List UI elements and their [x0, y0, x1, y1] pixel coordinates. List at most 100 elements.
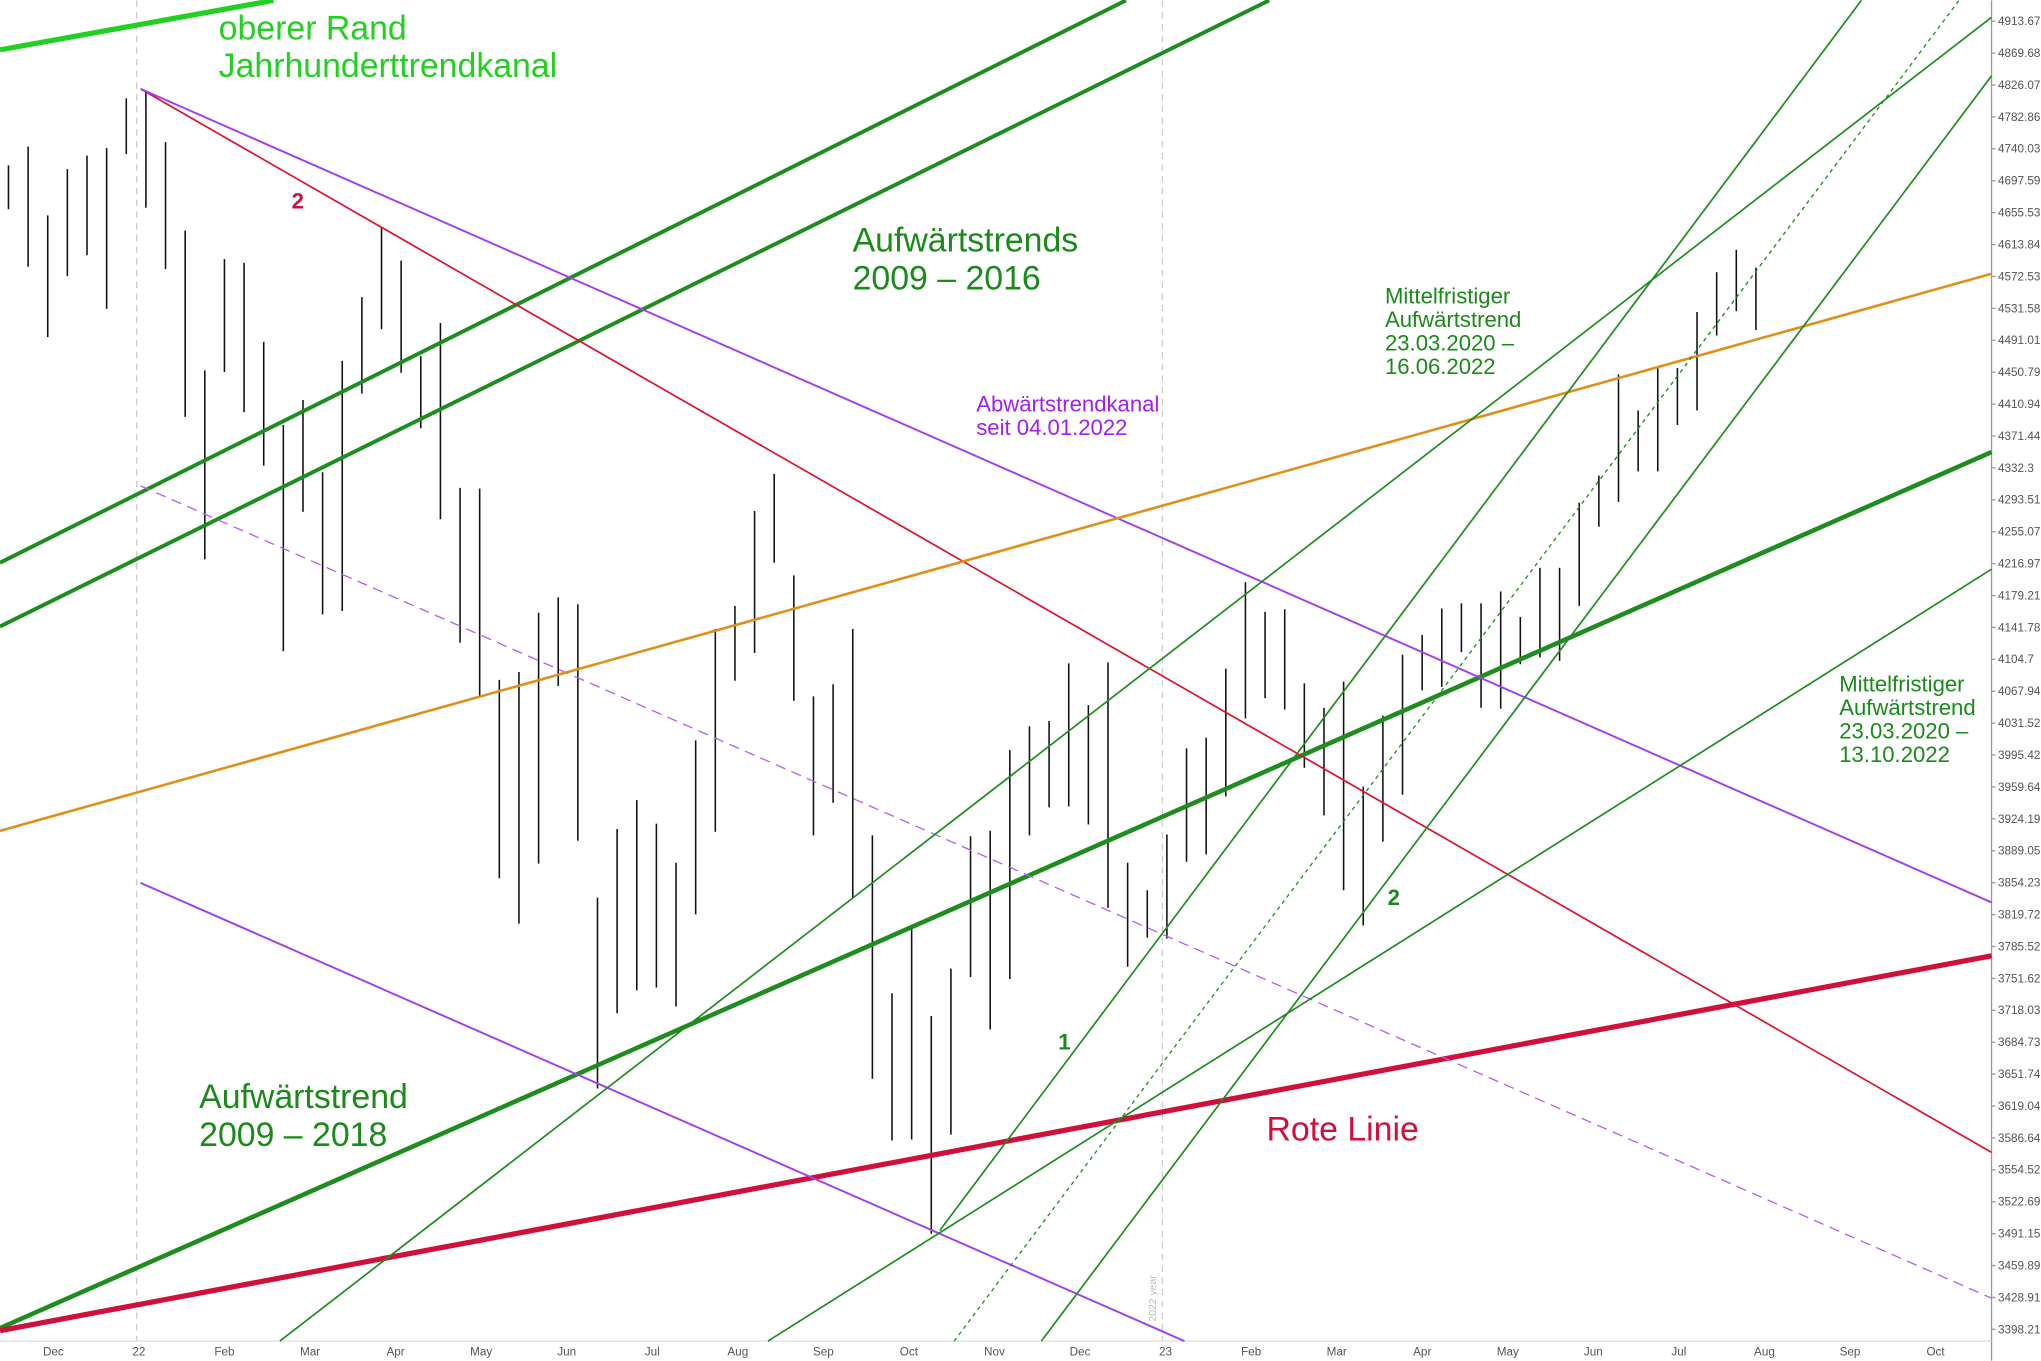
y-tick-label: 3586.64 [1998, 1132, 2041, 1145]
x-tick-label: Apr [386, 1345, 404, 1358]
y-tick-label: 4655.53 [1998, 207, 2040, 220]
y-tick-label: 3554.52 [1998, 1164, 2040, 1177]
y-tick-label: 4332.3 [1998, 462, 2034, 475]
x-tick-label: Sep [813, 1345, 834, 1358]
annotation: Aufwärtstrend [1839, 695, 1975, 720]
annotation: oberer Rand [219, 9, 407, 47]
trend-lines [0, 0, 1993, 1342]
x-tick-label: 23 [1159, 1345, 1172, 1358]
annotation: 2022 year [1148, 1275, 1159, 1322]
y-tick-label: 4913.67 [1998, 15, 2040, 28]
y-tick-label: 3522.69 [1998, 1196, 2040, 1209]
price-bars [7, 90, 1757, 1234]
y-tick-label: 4179.21 [1998, 589, 2040, 602]
trend-line [953, 0, 1960, 1342]
y-tick-label: 4216.97 [1998, 558, 2040, 571]
y-tick-label: 4031.52 [1998, 717, 2040, 730]
y-tick-label: 4141.78 [1998, 621, 2040, 634]
x-tick-label: Oct [1926, 1345, 1945, 1358]
annotation: 2 [1388, 885, 1400, 910]
y-tick-label: 3889.05 [1998, 845, 2041, 858]
annotation: Jahrhunderttrendkanal [219, 47, 558, 85]
y-tick-label: 4740.03 [1998, 143, 2040, 156]
x-tick-label: Nov [984, 1345, 1005, 1358]
annotation: 13.10.2022 [1839, 742, 1950, 767]
axes: 4913.67 4869.68 4826.07 4782.86 4740.03 4697.… [43, 15, 2041, 1358]
x-tick-label: Mar [300, 1345, 320, 1358]
trend-line [0, 953, 1993, 1334]
trend-line [0, 449, 1993, 1331]
x-tick-label: Sep [1840, 1345, 1861, 1358]
y-tick-label: 4410.94 [1998, 398, 2041, 411]
x-tick-label: May [1497, 1345, 1519, 1358]
x-tick-label: Dec [1070, 1345, 1091, 1358]
trend-line [140, 485, 1992, 1299]
y-tick-label: 3491.15 [1998, 1228, 2041, 1241]
x-tick-label: Dec [43, 1345, 64, 1358]
trend-line [140, 88, 1992, 1154]
y-tick-label: 4491.01 [1998, 334, 2040, 347]
y-tick-label: 4572.53 [1998, 270, 2040, 283]
y-tick-label: 3924.19 [1998, 813, 2040, 826]
x-tick-label: Feb [214, 1345, 235, 1358]
x-tick-label: Aug [1754, 1345, 1775, 1358]
x-tick-label: May [470, 1345, 492, 1358]
y-tick-label: 4697.59 [1998, 175, 2040, 188]
x-tick-label: Jun [1584, 1345, 1603, 1358]
y-tick-label: 3459.89 [1998, 1259, 2040, 1272]
y-tick-label: 4450.79 [1998, 366, 2040, 379]
trend-line [279, 16, 1993, 1342]
annotation: 1 [1058, 1030, 1070, 1055]
annotation: 2009 – 2016 [853, 259, 1041, 297]
annotation: Aufwärtstrends [853, 222, 1079, 260]
trend-line [939, 0, 1863, 1231]
y-tick-label: 3959.64 [1998, 781, 2041, 794]
x-tick-label: Oct [900, 1345, 919, 1358]
trend-line [140, 88, 1992, 904]
trend-line [767, 568, 1992, 1342]
x-tick-label: Jul [1671, 1345, 1686, 1358]
y-tick-label: 4826.07 [1998, 79, 2040, 92]
y-tick-label: 3684.73 [1998, 1036, 2040, 1049]
x-tick-label: Jun [557, 1345, 576, 1358]
trend-line [0, 0, 1270, 629]
trend-line [1040, 75, 1993, 1342]
separators [0, 0, 1993, 1361]
y-tick-label: 3819.72 [1998, 908, 2040, 921]
annotation: 2009 – 2018 [199, 1116, 387, 1154]
annotation: 23.03.2020 – [1839, 718, 1969, 743]
trend-line [0, 272, 1992, 833]
annotation: seit 04.01.2022 [976, 415, 1127, 440]
annotation: Mittelfristiger [1385, 284, 1510, 309]
annotation: 2 [292, 189, 304, 214]
annotation: Mittelfristiger [1839, 672, 1964, 697]
annotation: 23.03.2020 – [1385, 331, 1515, 356]
y-tick-label: 4613.84 [1998, 238, 2041, 251]
y-tick-label: 3651.74 [1998, 1068, 2041, 1081]
annotation: Abwärtstrendkanal [976, 392, 1159, 417]
annotation: 16.06.2022 [1385, 354, 1496, 379]
trend-line [140, 882, 1185, 1342]
y-tick-label: 3619.04 [1998, 1100, 2041, 1113]
y-tick-label: 4104.7 [1998, 653, 2034, 666]
annotation: Aufwärtstrend [199, 1078, 408, 1116]
y-tick-label: 3854.23 [1998, 877, 2040, 890]
y-tick-label: 3785.52 [1998, 940, 2040, 953]
y-tick-label: 4531.58 [1998, 302, 2040, 315]
y-tick-label: 4782.86 [1998, 111, 2040, 124]
y-tick-label: 4371.44 [1998, 430, 2041, 443]
y-tick-label: 3398.21 [1998, 1323, 2040, 1336]
x-tick-label: 22 [132, 1345, 145, 1358]
annotation: Aufwärtstrend [1385, 307, 1521, 332]
y-tick-label: 4293.51 [1998, 494, 2040, 507]
x-tick-label: Mar [1327, 1345, 1347, 1358]
y-tick-label: 3718.03 [1998, 1004, 2040, 1017]
y-tick-label: 3751.62 [1998, 972, 2040, 985]
y-tick-label: 4255.07 [1998, 526, 2040, 539]
trend-line [0, 0, 274, 53]
trend-line [0, 0, 1127, 565]
